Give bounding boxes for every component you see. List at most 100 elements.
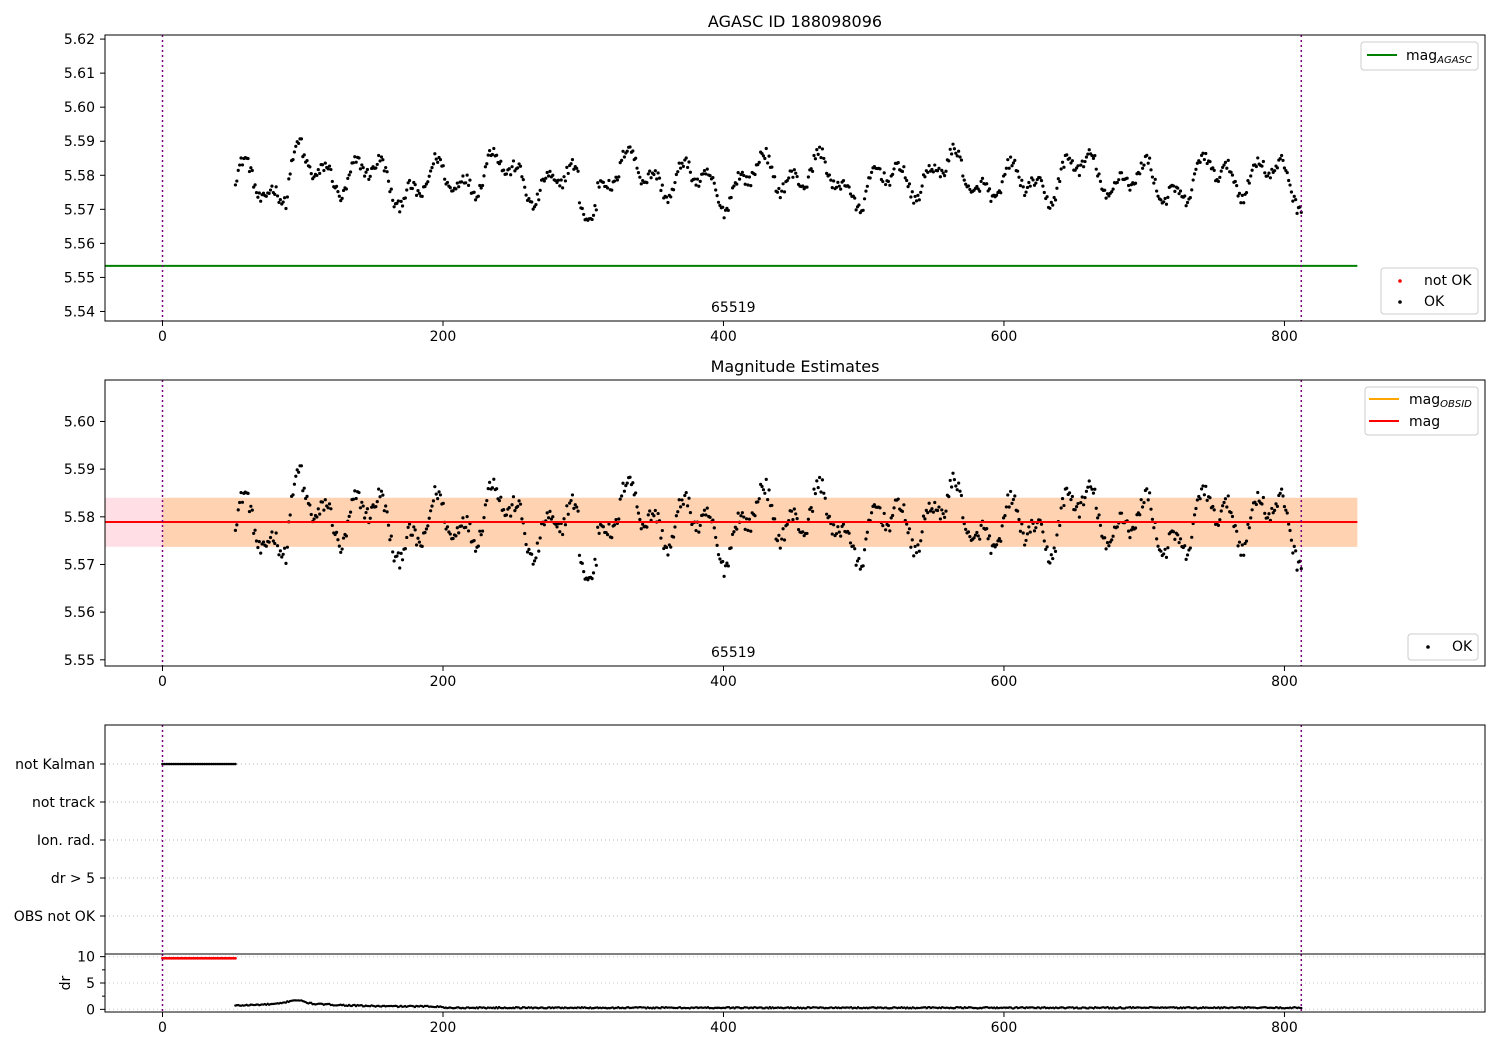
legend-ok-label: OK xyxy=(1424,294,1445,310)
data-point xyxy=(544,176,548,180)
data-point xyxy=(907,182,912,186)
data-point xyxy=(524,542,528,547)
data-point xyxy=(1041,184,1045,188)
data-point xyxy=(1148,491,1152,495)
data-point xyxy=(912,201,916,205)
data-point xyxy=(480,183,485,188)
data-point xyxy=(548,509,552,513)
data-point xyxy=(614,517,618,522)
data-point xyxy=(451,536,455,541)
flag-point xyxy=(214,762,217,766)
data-point xyxy=(1292,544,1296,548)
flag-point xyxy=(172,762,175,766)
data-point xyxy=(919,190,923,194)
data-point xyxy=(987,534,992,538)
data-point xyxy=(1008,489,1013,494)
data-point xyxy=(354,496,358,501)
data-point xyxy=(1028,530,1032,534)
data-point xyxy=(711,518,715,522)
data-point xyxy=(238,500,242,505)
x-tick-label: 600 xyxy=(991,329,1018,345)
data-point xyxy=(429,169,433,173)
data-point xyxy=(1140,505,1145,509)
x-tick-label: 600 xyxy=(991,674,1018,690)
data-point xyxy=(920,184,924,188)
data-point xyxy=(985,182,989,186)
data-point xyxy=(482,516,486,520)
data-point xyxy=(1192,513,1197,517)
data-point xyxy=(829,178,833,182)
data-point xyxy=(666,200,670,205)
data-point xyxy=(1083,495,1087,500)
data-point xyxy=(645,181,649,185)
data-point xyxy=(1060,496,1065,501)
data-point xyxy=(398,566,402,570)
data-point xyxy=(391,198,395,202)
data-point xyxy=(1098,179,1103,183)
data-point xyxy=(656,171,660,175)
data-point xyxy=(910,538,914,542)
data-point xyxy=(722,216,726,220)
data-point xyxy=(549,517,553,521)
data-point xyxy=(1126,529,1131,533)
data-point xyxy=(334,530,339,534)
data-point xyxy=(1261,159,1265,164)
magnitude-estimates-panel: 0 200 400 600 800 5.55 5.56 5.57 5.58 5.59 5.60 Mag… xyxy=(64,357,1486,690)
data-point xyxy=(1204,151,1208,156)
data-point xyxy=(825,171,829,176)
data-point xyxy=(561,186,565,190)
dr-axis-label: dr xyxy=(58,975,74,990)
data-point xyxy=(635,166,639,170)
data-point xyxy=(267,540,271,544)
flag-point xyxy=(215,762,219,766)
data-point xyxy=(1115,525,1119,529)
data-point xyxy=(1173,537,1177,541)
data-point xyxy=(854,208,858,212)
data-point xyxy=(716,553,721,557)
data-point xyxy=(966,530,971,534)
data-point xyxy=(872,503,876,507)
data-point xyxy=(1076,164,1080,168)
data-point xyxy=(1117,178,1121,182)
y-tick-label: 5.56 xyxy=(64,236,95,252)
data-point xyxy=(1032,529,1037,533)
data-point xyxy=(1299,567,1303,571)
data-point xyxy=(426,524,430,528)
data-point xyxy=(1272,508,1277,512)
data-point xyxy=(322,168,326,173)
data-point xyxy=(347,173,351,177)
data-point xyxy=(979,179,983,184)
data-point xyxy=(565,165,569,170)
data-point xyxy=(787,176,791,180)
data-point xyxy=(301,489,305,493)
data-point xyxy=(1208,496,1212,500)
data-point xyxy=(832,179,836,183)
data-point xyxy=(1059,506,1063,510)
data-point xyxy=(1058,179,1062,184)
data-point xyxy=(399,551,403,555)
data-point xyxy=(698,523,702,527)
data-point xyxy=(1223,497,1228,501)
data-point xyxy=(796,527,801,532)
flag-point xyxy=(219,762,223,766)
data-point xyxy=(441,501,445,506)
data-point xyxy=(631,481,635,485)
data-point xyxy=(686,165,690,170)
data-point xyxy=(308,503,312,507)
data-point xyxy=(368,516,372,520)
data-point xyxy=(1194,167,1198,171)
data-point xyxy=(1093,154,1097,158)
data-point xyxy=(812,487,816,491)
legend-points: OK xyxy=(1407,633,1479,661)
data-point xyxy=(729,195,733,200)
data-point xyxy=(532,559,537,563)
data-point xyxy=(819,155,823,160)
data-point xyxy=(836,180,840,184)
data-point xyxy=(448,532,452,536)
data-point xyxy=(1191,178,1195,182)
data-point xyxy=(923,175,927,179)
data-point xyxy=(1164,555,1169,560)
data-point xyxy=(438,158,443,162)
data-point xyxy=(427,516,431,520)
data-point xyxy=(1125,176,1129,180)
